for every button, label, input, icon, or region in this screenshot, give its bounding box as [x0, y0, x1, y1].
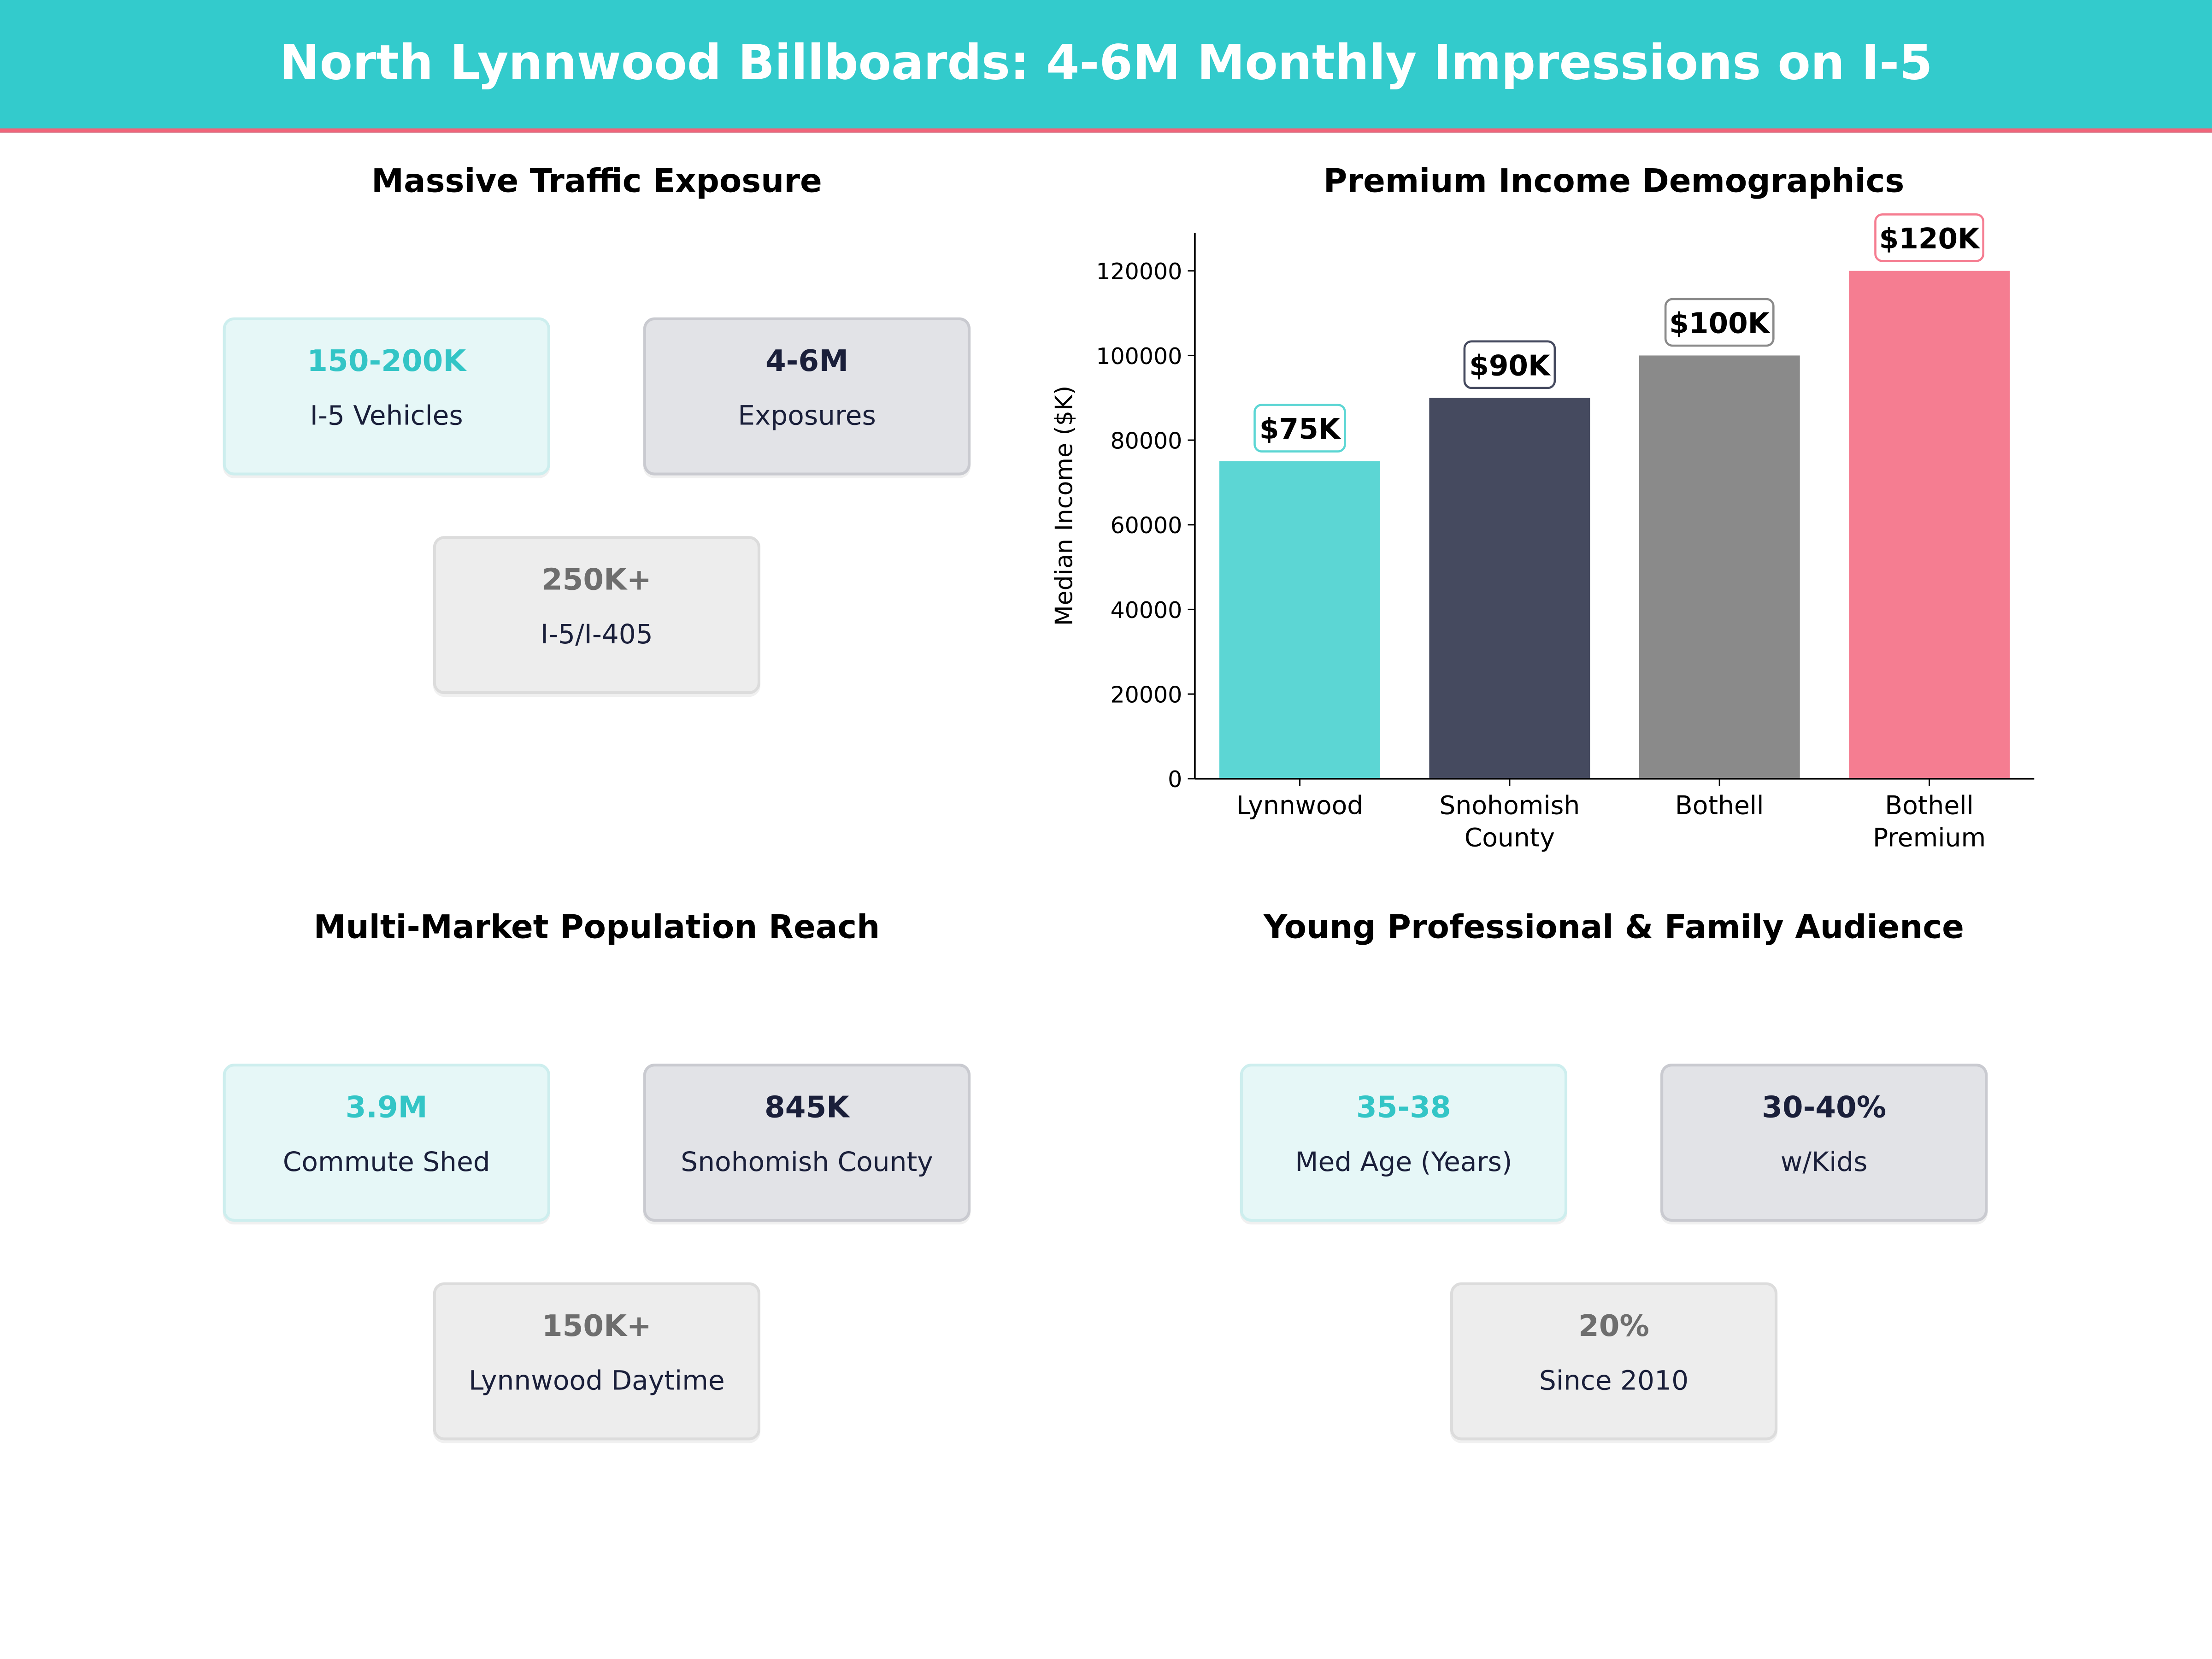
stat-value: 30-40%	[1762, 1090, 1887, 1124]
data-label-box	[1874, 213, 1984, 262]
stat-card-kids: 30-40% w/Kids	[1660, 1064, 1988, 1222]
stat-value: 150-200K	[307, 344, 466, 378]
x-tick-label: Bothell	[1885, 790, 1974, 820]
x-tick-label: Premium	[1873, 823, 1986, 853]
stat-label: w/Kids	[1780, 1147, 1868, 1178]
stat-label: Commute Shed	[282, 1147, 490, 1178]
stat-card-commute-shed: 3.9M Commute Shed	[223, 1064, 550, 1222]
x-tick-label: Snohomish	[1439, 790, 1580, 820]
population-panel-title: Multi-Market Population Reach	[313, 910, 880, 947]
stat-label: Snohomish County	[681, 1147, 933, 1178]
bar	[1849, 271, 2010, 779]
data-label-box	[1253, 404, 1346, 453]
data-label: $90K	[1469, 349, 1551, 382]
y-tick-label: 20000	[1111, 682, 1182, 708]
data-label-box	[1664, 298, 1775, 347]
bar	[1219, 461, 1381, 779]
y-tick-label: 100000	[1096, 343, 1182, 370]
stat-label: Lynnwood Daytime	[469, 1365, 725, 1397]
stat-value: 150K+	[541, 1309, 652, 1343]
stat-value: 250K+	[541, 563, 652, 597]
stat-card-snohomish: 845K Snohomish County	[643, 1064, 971, 1222]
y-tick-label: 40000	[1111, 597, 1182, 624]
stat-label: Exposures	[738, 400, 876, 432]
x-tick-label: County	[1465, 823, 1555, 853]
stat-card-growth: 20% Since 2010	[1450, 1282, 1778, 1441]
stat-value: 845K	[764, 1090, 849, 1124]
data-label: $75K	[1259, 413, 1341, 446]
y-tick-label: 60000	[1111, 512, 1182, 539]
stat-value: 20%	[1578, 1309, 1649, 1343]
stat-label: Med Age (Years)	[1295, 1147, 1512, 1178]
stat-card-exposures: 4-6M Exposures	[643, 317, 971, 476]
stat-value: 4-6M	[765, 344, 849, 378]
y-tick-label: 120000	[1096, 259, 1182, 285]
data-label: $120K	[1879, 223, 1981, 255]
x-tick-label: Lynnwood	[1236, 790, 1364, 820]
traffic-panel-title: Massive Traffic Exposure	[371, 164, 822, 200]
data-label-box	[1463, 340, 1556, 389]
data-label: $100K	[1669, 307, 1771, 340]
page-title: North Lynnwood Billboards: 4-6M Monthly …	[279, 35, 1933, 92]
stat-label: Since 2010	[1539, 1365, 1689, 1397]
income-chart-title: Premium Income Demographics	[1323, 164, 1905, 200]
stat-value: 35-38	[1356, 1090, 1451, 1124]
bar	[1429, 398, 1590, 779]
stat-card-i405: 250K+ I-5/I-405	[433, 536, 760, 694]
stat-label: I-5 Vehicles	[310, 400, 463, 432]
x-tick-label: Bothell	[1675, 790, 1764, 820]
bar	[1639, 355, 1800, 779]
y-axis-label: Median Income ($K)	[1051, 386, 1078, 626]
stat-card-vehicles: 150-200K I-5 Vehicles	[223, 317, 550, 476]
stat-card-median-age: 35-38 Med Age (Years)	[1240, 1064, 1567, 1222]
header-banner: North Lynnwood Billboards: 4-6M Monthly …	[0, 0, 2212, 133]
stat-card-daytime: 150K+ Lynnwood Daytime	[433, 1282, 760, 1441]
y-tick-label: 80000	[1111, 428, 1182, 454]
audience-panel-title: Young Professional & Family Audience	[1264, 910, 1964, 947]
y-tick-label: 0	[1168, 766, 1182, 793]
stat-value: 3.9M	[345, 1090, 428, 1124]
stat-label: I-5/I-405	[540, 619, 653, 651]
